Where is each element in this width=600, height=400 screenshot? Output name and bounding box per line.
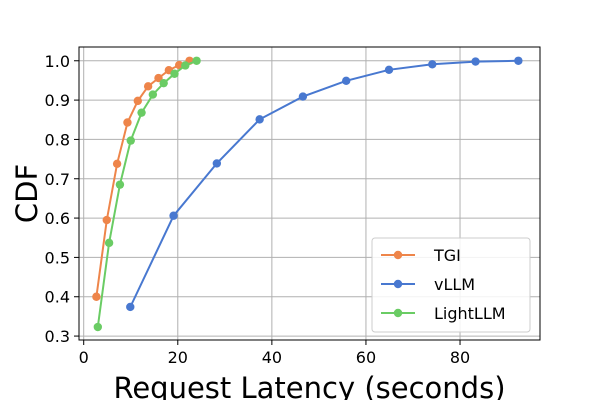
y-axis-label: CDF [10,164,44,223]
data-point [126,302,135,312]
data-point [148,90,158,99]
y-tick-label: 0.5 [45,248,70,267]
x-tick-label: 20 [168,348,188,367]
data-point [137,108,146,117]
y-tick-label: 0.8 [45,130,70,149]
data-point [123,118,132,127]
x-tick-label: 60 [356,348,376,367]
data-point [428,60,437,69]
ticks: 0 20 40 60 80 0.3 0.4 0.5 0.6 0.7 0.8 0.9 1.0 [45,52,471,367]
series-line-lightllm [96,59,197,328]
data-point [102,215,111,225]
data-point [93,322,103,332]
grid [79,47,540,340]
y-tick-label: 1.0 [45,52,70,71]
data-point [384,65,394,75]
data-point [192,56,201,65]
legend-label: LightLLM [434,304,506,323]
legend-marker [393,250,403,260]
data-point [169,211,178,220]
series-lightllm [93,56,201,332]
series-layer [92,56,523,332]
data-point [115,180,125,189]
y-tick-label: 0.3 [45,327,70,346]
legend-label: vLLM [434,275,475,294]
y-tick-label: 0.6 [45,209,70,228]
data-point [112,159,122,169]
data-point [170,69,179,78]
legend-item-lightllm: LightLLM [381,304,506,323]
data-point [212,159,222,168]
series-vllm [126,56,523,312]
data-point [126,136,135,145]
data-point [341,76,351,86]
x-tick-label: 80 [450,348,470,367]
data-point [104,238,114,248]
legend-label: TGI [433,246,461,265]
data-point [92,292,101,301]
y-tick-label: 0.4 [45,288,70,307]
data-point [514,56,523,65]
data-point [133,96,143,106]
data-point [154,73,163,83]
series-line-vllm [129,59,519,308]
series-line-tgi [95,59,190,297]
data-point [181,61,190,70]
data-point [471,57,480,66]
legend-box [371,237,531,333]
plot-frame [78,46,541,341]
legend-item-vllm: vLLM [381,275,475,294]
x-tick-label: 0 [79,348,89,367]
y-tick-label: 0.9 [45,91,70,110]
legend-marker [393,308,403,318]
y-tick-label: 0.7 [45,170,70,189]
x-tick-label: 40 [262,348,282,367]
data-point [159,78,168,88]
legend: TGI vLLM LightLLM [371,237,531,333]
data-point [255,115,264,124]
data-point [298,92,308,101]
x-axis-label: Request Latency (seconds) [113,371,505,400]
data-point [143,82,153,91]
data-point [174,60,184,70]
legend-item-tgi: TGI [381,246,461,265]
legend-marker [393,279,403,289]
